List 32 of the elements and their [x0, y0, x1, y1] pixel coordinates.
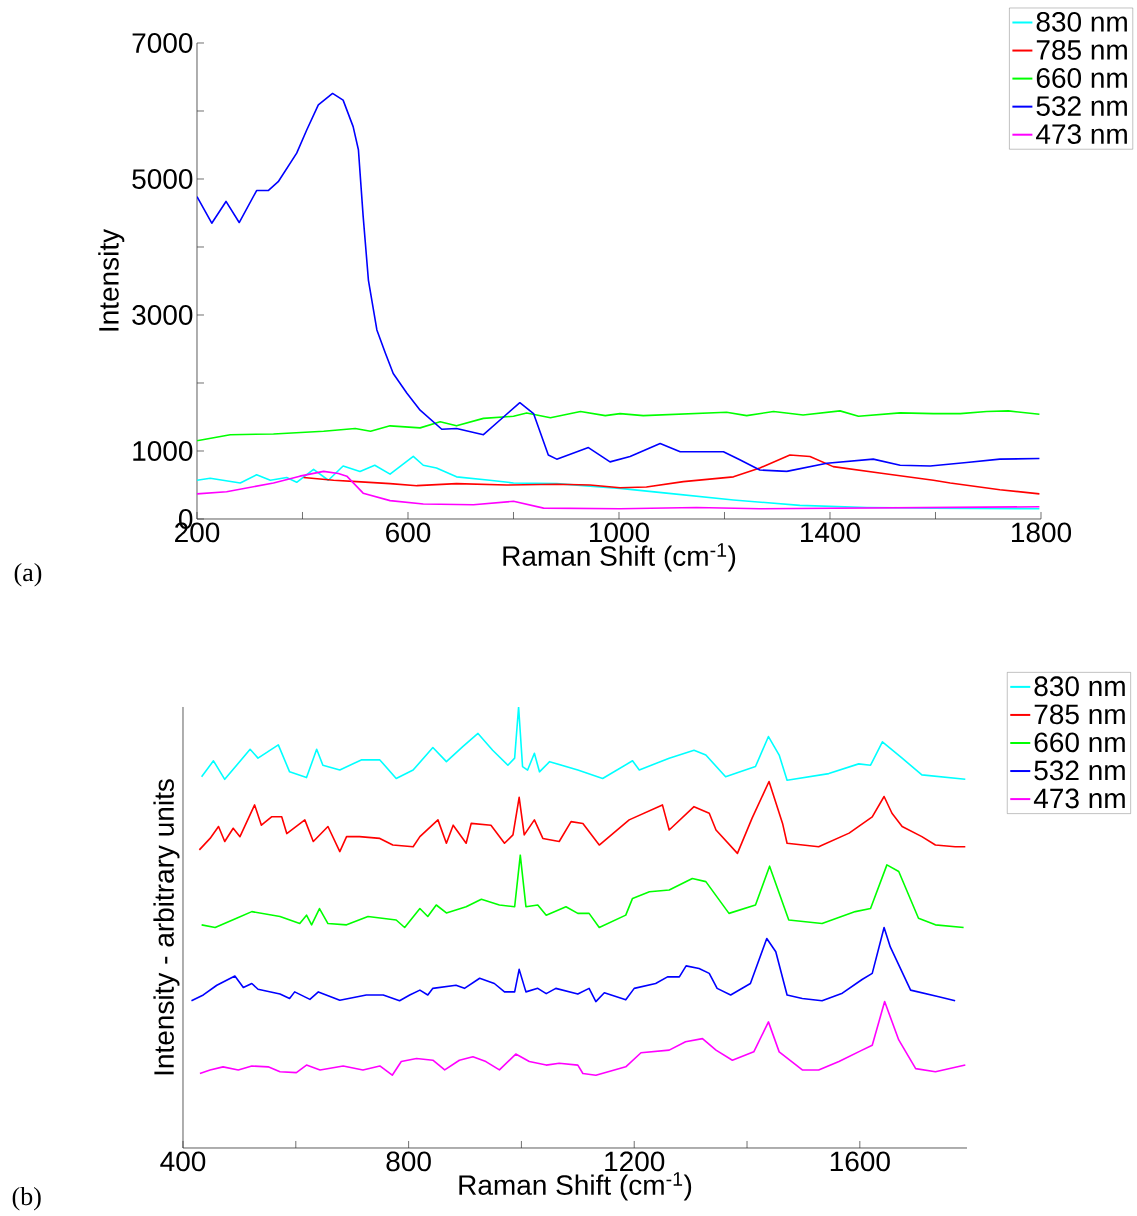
x-tick-label: 1000 [589, 522, 650, 543]
legend-label: 785 nm [1036, 40, 1127, 60]
text: (b) [12, 1186, 41, 1211]
legend-label: 660 nm [1036, 68, 1127, 88]
line-series [197, 455, 1041, 510]
y-tick-label: 7000 [132, 33, 193, 53]
legend-label: 532 nm [1036, 96, 1127, 116]
y-tick-label: 3000 [132, 305, 193, 325]
y-tick-label: 5000 [132, 169, 193, 189]
legend-label: 473 nm [1036, 124, 1127, 144]
x-axis-title: Raman Shift (cm$^{-1}$) [459, 1172, 692, 1201]
x-axis-title: Raman Shift (cm$^{-1}$) [503, 543, 736, 572]
x-tick-label: 800 [386, 1151, 431, 1172]
text: (a) [14, 562, 42, 587]
x-tick-label: 1600 [830, 1151, 890, 1172]
x-tick-label: 400 [160, 1151, 206, 1172]
y-axis-title: Intensity - arbitrary units [153, 779, 180, 1075]
x-tick-label: 1400 [800, 522, 861, 543]
line-series [197, 410, 1041, 442]
legend-label: 830 nm [1036, 11, 1127, 32]
x-tick-label: 600 [386, 522, 431, 543]
line-series [302, 454, 1041, 495]
x-tick-label: 1200 [605, 1151, 665, 1172]
y-tick-label: 1000 [133, 441, 193, 461]
legend-label: 830 nm [1034, 676, 1125, 697]
x-tick-label: 1800 [1011, 522, 1072, 543]
line-series [197, 470, 1041, 510]
y-axis-title: Intensity [98, 228, 125, 331]
legend-label: 532 nm [1034, 760, 1125, 781]
legend-label: 660 nm [1034, 732, 1125, 753]
legend-label: 785 nm [1034, 704, 1125, 725]
legend-label: 473 nm [1033, 788, 1125, 809]
